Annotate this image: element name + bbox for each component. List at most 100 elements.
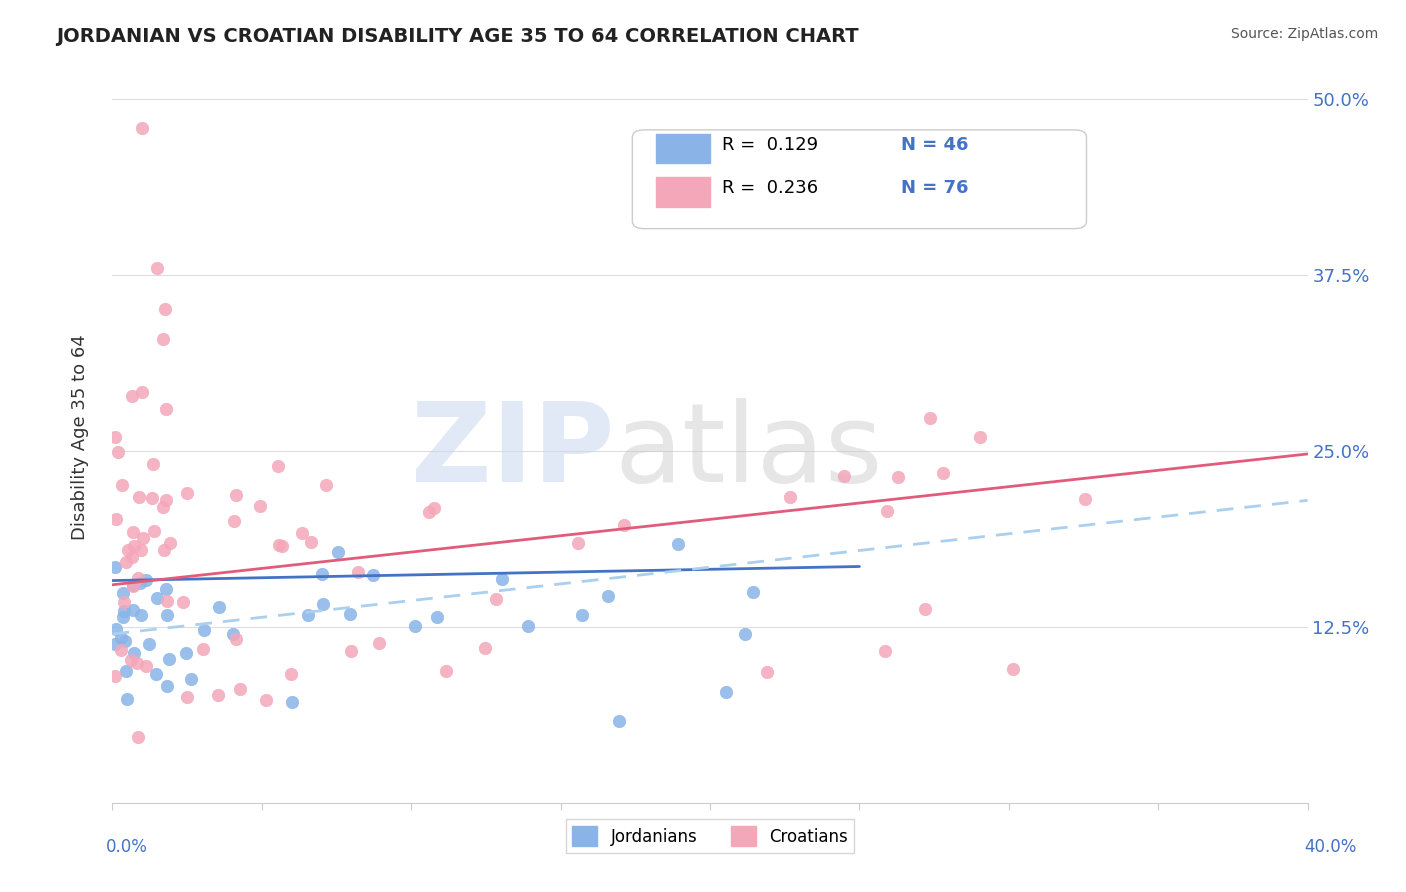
Point (135, 574, 157, 588)
Point (180, 672, 202, 686)
Point (128, 575, 150, 590)
Point (299, 534, 322, 549)
Point (141, 491, 163, 505)
Point (138, 637, 160, 651)
Point (208, 600, 231, 615)
Point (105, 512, 128, 526)
Point (104, 430, 127, 444)
Point (129, 542, 152, 557)
Text: N = 76: N = 76 (901, 179, 969, 197)
Point (176, 486, 198, 500)
Point (517, 619, 540, 633)
Point (156, 594, 179, 608)
Point (340, 644, 363, 658)
Point (207, 688, 229, 702)
Point (131, 120, 153, 135)
Point (128, 491, 150, 505)
Point (598, 589, 620, 603)
Point (117, 543, 139, 558)
Point (159, 535, 181, 549)
Point (111, 610, 134, 624)
Legend: Jordanians, Croatians: Jordanians, Croatians (565, 820, 855, 853)
Text: R =  0.129: R = 0.129 (723, 136, 818, 153)
Point (734, 627, 756, 641)
Point (1001, 662, 1024, 676)
Point (291, 525, 314, 540)
Text: atlas: atlas (614, 398, 883, 505)
Point (132, 531, 155, 545)
Point (110, 631, 132, 645)
Point (918, 411, 941, 425)
Point (423, 501, 446, 516)
Point (426, 610, 449, 624)
Point (311, 567, 333, 582)
Point (127, 730, 149, 744)
Bar (657, 134, 710, 163)
Point (485, 591, 508, 606)
Point (104, 560, 127, 574)
Point (571, 607, 593, 622)
Point (122, 603, 145, 617)
Point (152, 500, 174, 514)
Point (127, 571, 149, 585)
FancyBboxPatch shape (633, 130, 1087, 228)
Point (152, 332, 174, 346)
Point (156, 679, 179, 693)
Point (172, 595, 194, 609)
Point (153, 302, 176, 317)
Point (146, 591, 169, 605)
Point (779, 490, 801, 504)
Point (666, 537, 689, 551)
Text: 40.0%: 40.0% (1305, 838, 1357, 856)
Point (716, 684, 738, 698)
Point (155, 401, 177, 416)
Point (315, 478, 337, 492)
Point (254, 693, 277, 707)
Point (368, 636, 391, 650)
Point (607, 714, 630, 729)
Y-axis label: Disability Age 35 to 64: Disability Age 35 to 64 (70, 334, 89, 540)
Point (114, 604, 136, 618)
Point (932, 467, 955, 481)
Text: JORDANIAN VS CROATIAN DISABILITY AGE 35 TO 64 CORRELATION CHART: JORDANIAN VS CROATIAN DISABILITY AGE 35 … (56, 27, 859, 45)
Point (269, 538, 291, 552)
Point (155, 582, 177, 596)
Point (104, 669, 127, 683)
Text: N = 46: N = 46 (901, 136, 969, 153)
Bar (657, 178, 710, 207)
Point (145, 667, 167, 681)
Point (156, 607, 179, 622)
Point (222, 514, 245, 528)
Point (328, 545, 350, 559)
Point (249, 499, 271, 513)
Point (876, 504, 898, 518)
Point (567, 536, 589, 550)
Point (742, 584, 765, 599)
Point (122, 578, 145, 592)
Point (280, 667, 302, 681)
Point (174, 646, 197, 660)
Point (125, 657, 148, 671)
Point (191, 641, 214, 656)
Point (474, 640, 496, 655)
Point (297, 608, 319, 623)
Point (142, 457, 165, 471)
Point (104, 637, 127, 651)
Point (193, 623, 215, 637)
Point (111, 586, 134, 600)
Point (114, 664, 136, 678)
Point (114, 555, 136, 569)
Point (221, 627, 243, 641)
Text: ZIP: ZIP (411, 398, 614, 505)
Point (131, 384, 153, 399)
Point (887, 469, 910, 483)
Point (225, 632, 247, 647)
Point (404, 618, 426, 632)
Point (1074, 492, 1097, 507)
Point (434, 664, 457, 678)
Point (491, 572, 513, 586)
Point (157, 651, 180, 665)
Point (834, 468, 856, 483)
Point (225, 488, 247, 502)
Point (176, 690, 198, 705)
